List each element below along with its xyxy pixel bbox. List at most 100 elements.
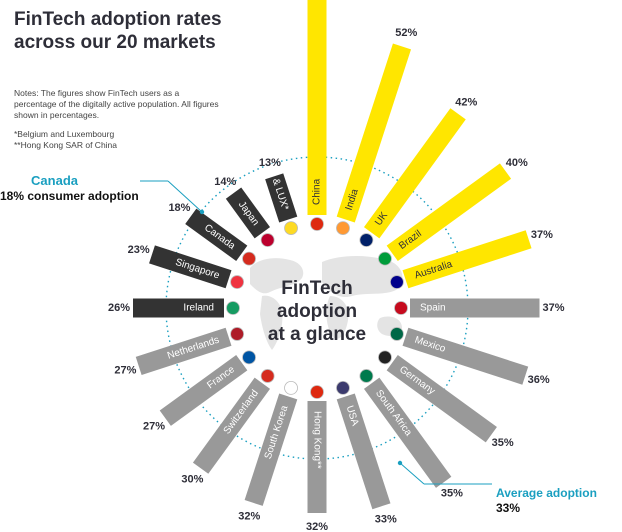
center-label: FinTech adoption at a glance	[268, 278, 366, 345]
bar-fill-mexico	[402, 327, 529, 385]
value-label-be-lux: 13%	[259, 157, 281, 169]
bar-fill-china	[307, 0, 327, 215]
notes-text: Notes: The figures show FinTech users as…	[14, 88, 219, 120]
flag-icon-ireland	[226, 301, 240, 315]
bar-label-china: China	[312, 178, 323, 205]
flag-icon-be-lux	[284, 221, 298, 236]
bar-japan	[225, 187, 271, 239]
value-label-canada: 18%	[168, 202, 190, 214]
bar-fill-singapore	[149, 245, 232, 289]
bar-brazil	[386, 163, 512, 262]
bar-fill-ireland	[133, 298, 224, 318]
bar-fill-south-africa	[363, 377, 452, 488]
bar-mexico	[402, 327, 529, 385]
flag-icon-germany	[378, 350, 392, 365]
flag-icon-south-africa	[359, 369, 374, 383]
value-label-switzerland: 30%	[181, 474, 203, 486]
bar-fill-hong-kong	[307, 401, 327, 513]
value-label-south-africa: 35%	[441, 488, 463, 500]
bar-netherlands	[135, 327, 232, 375]
bar-ireland	[133, 298, 224, 318]
bar-fill-spain	[410, 298, 540, 318]
value-label-brazil: 40%	[506, 157, 528, 169]
bar-be-lux	[265, 173, 298, 223]
bar-china	[307, 0, 327, 215]
bar-fill-usa	[336, 393, 391, 510]
bar-india	[336, 43, 412, 223]
bar-germany	[386, 354, 497, 443]
flag-icon-uk	[359, 233, 374, 247]
bar-fill-japan	[225, 187, 271, 239]
value-label-uk: 42%	[455, 97, 477, 109]
value-label-hong-kong: 32%	[306, 521, 328, 532]
flag-icon-usa	[336, 380, 350, 395]
flag-icon-spain	[394, 301, 408, 315]
value-label-australia: 37%	[531, 229, 553, 241]
canada-callout: Canada 18% consumer adoption	[0, 173, 160, 203]
flag-icon-hong-kong	[310, 385, 324, 399]
bar-fill-france	[159, 354, 248, 426]
flag-icon-south-korea	[284, 380, 298, 395]
bar-france	[159, 354, 248, 426]
bar-label-switzerland: Switzerland	[222, 388, 261, 436]
value-label-south-korea: 32%	[238, 510, 260, 522]
value-label-india: 52%	[395, 27, 417, 39]
bar-usa	[336, 393, 391, 510]
bar-south-africa	[363, 377, 452, 488]
flag-icon-canada	[242, 251, 256, 266]
bar-uk	[363, 108, 466, 239]
center-label-line-3: at a glance	[268, 324, 366, 345]
bar-australia	[402, 230, 532, 289]
bar-label-south-africa: South Africa	[373, 388, 414, 438]
footnotes: *Belgium and Luxembourg **Hong Kong SAR …	[14, 129, 214, 151]
canada-callout-value: 18% consumer adoption	[0, 189, 139, 203]
bar-fill-canada	[185, 208, 248, 262]
footnote-belgium-luxembourg: *Belgium and Luxembourg	[14, 129, 115, 139]
bar-spain	[410, 298, 540, 318]
value-label-spain: 37%	[542, 302, 564, 314]
value-label-netherlands: 27%	[114, 364, 136, 376]
value-label-mexico: 36%	[528, 374, 550, 386]
canada-leader-diagonal	[167, 180, 203, 213]
bar-fill-germany	[386, 354, 497, 443]
bar-fill-australia	[402, 230, 532, 289]
canada-leader-dot	[199, 209, 205, 215]
average-leader-diagonal	[399, 462, 425, 485]
value-label-germany: 35%	[492, 437, 514, 449]
average-callout-name: Average adoption	[496, 486, 597, 500]
flag-icon-switzerland	[260, 369, 275, 383]
chart-title: FinTech adoption rates across our 20 mar…	[14, 8, 254, 54]
flag-icon-mexico	[389, 327, 404, 341]
world-map-background	[250, 256, 403, 350]
average-adoption-callout: Average adoption 33%	[496, 486, 616, 515]
flag-icon-netherlands	[230, 327, 245, 341]
bar-label-ireland: Ireland	[183, 303, 214, 314]
flag-icon-australia	[389, 275, 404, 289]
flag-icon-india	[336, 221, 350, 236]
bar-singapore	[149, 245, 232, 289]
flag-icon-singapore	[230, 275, 245, 289]
flag-icon-japan	[260, 233, 275, 247]
bar-label-hong-kong: Hong Kong**	[312, 411, 323, 469]
value-label-usa: 33%	[375, 514, 397, 526]
value-label-ireland: 26%	[108, 302, 130, 314]
bar-fill-be-lux	[265, 173, 298, 223]
title-line-1: FinTech adoption rates	[14, 9, 222, 30]
center-label-line-2: adoption	[277, 301, 357, 322]
bar-fill-india	[336, 43, 412, 223]
bar-switzerland	[192, 377, 271, 474]
flag-icon-china	[310, 217, 324, 231]
bar-fill-netherlands	[135, 327, 232, 375]
value-label-japan: 14%	[214, 176, 236, 188]
average-callout-value: 33%	[496, 501, 521, 515]
value-label-singapore: 23%	[128, 244, 150, 256]
flag-icon-france	[242, 350, 256, 365]
bar-fill-brazil	[386, 163, 512, 262]
bar-canada	[185, 208, 248, 262]
value-label-france: 27%	[143, 420, 165, 432]
bar-fill-uk	[363, 108, 466, 239]
callout-leader-lines	[140, 180, 492, 485]
title-line-2: across our 20 markets	[14, 32, 216, 53]
footnote-hong-kong: **Hong Kong SAR of China	[14, 140, 118, 150]
